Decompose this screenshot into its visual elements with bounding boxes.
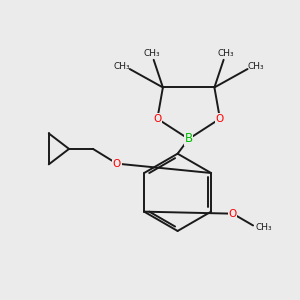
Text: CH₃: CH₃ xyxy=(256,223,272,232)
Text: O: O xyxy=(216,114,224,124)
Text: CH₃: CH₃ xyxy=(247,62,264,71)
Text: CH₃: CH₃ xyxy=(217,49,234,58)
Text: O: O xyxy=(113,159,121,169)
Text: CH₃: CH₃ xyxy=(113,62,130,71)
Text: O: O xyxy=(153,114,161,124)
Text: O: O xyxy=(229,209,237,219)
Text: CH₃: CH₃ xyxy=(143,49,160,58)
Text: B: B xyxy=(184,133,193,146)
